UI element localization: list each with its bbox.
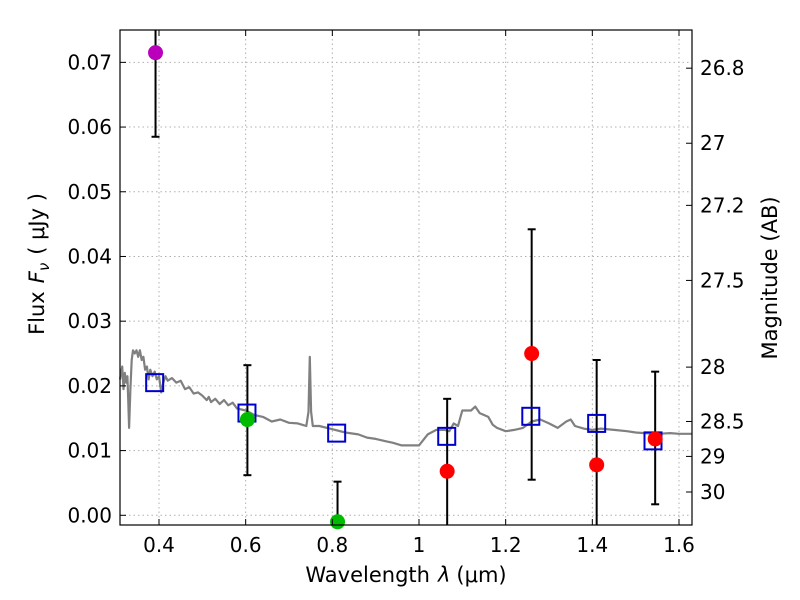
observed-point [239, 412, 255, 428]
model-spectrum-layer [118, 349, 692, 447]
y-tick-label: 0.06 [67, 115, 112, 139]
x-tick-label: 1.2 [490, 533, 522, 557]
model-spectrum-line [118, 349, 692, 447]
magnitude-tick-label: 28.5 [700, 409, 745, 433]
magnitude-tick-label: 28 [700, 355, 725, 379]
y-axis-label: FluxFν( μJy ) [25, 193, 53, 335]
magnitude-axis-label: Magnitude (AB) [758, 196, 782, 359]
magnitude-tick-label: 27 [700, 131, 725, 155]
x-tick-label: 1.6 [663, 533, 695, 557]
y-tick-label: 0.02 [67, 374, 112, 398]
observed-point [524, 346, 540, 362]
y-tick-label: 0.01 [67, 439, 112, 463]
magnitude-tick-label: 27.2 [700, 193, 745, 217]
model-photometry-square [521, 406, 541, 426]
magnitude-tick-label: 27.5 [700, 268, 745, 292]
observed-point [647, 431, 663, 447]
x-tick-label: 1 [413, 533, 426, 557]
y-axis-ticks: 0.00 0.01 0.02 0.03 0.04 0.05 0.06 0.07 [67, 50, 126, 527]
grid [120, 30, 692, 525]
magnitude-tick-label: 29 [700, 444, 725, 468]
y-tick-label: 0.05 [67, 180, 112, 204]
x-axis-ticks: 0.4 0.6 0.8 1 1.2 1.4 1.6 [143, 30, 695, 557]
x-tick-label: 0.8 [316, 533, 348, 557]
observed-points-layer [148, 45, 663, 530]
y-tick-label: 0.04 [67, 244, 112, 268]
model-photometry-square [587, 413, 607, 433]
observed-point [439, 463, 455, 479]
x-tick-label: 1.4 [576, 533, 608, 557]
x-tick-label: 0.6 [230, 533, 262, 557]
x-axis-label: Wavelength λ (μm) [305, 563, 506, 587]
y-tick-label: 0.07 [67, 50, 112, 74]
y-tick-label: 0.03 [67, 309, 112, 333]
magnitude-tick-label: 30 [700, 480, 725, 504]
observed-point [148, 45, 164, 61]
error-bars-layer [151, 30, 660, 525]
model-photometry-square [327, 423, 347, 443]
y-tick-label: 0.00 [67, 503, 112, 527]
model-photometry-square [145, 373, 165, 393]
model-photometry-square [437, 426, 457, 446]
magnitude-axis-ticks: 26.8 27 27.2 27.5 28 28.5 29 30 [686, 56, 745, 504]
x-tick-label: 0.4 [143, 533, 175, 557]
observed-point [589, 457, 605, 473]
model-photometry-layer [145, 373, 663, 451]
magnitude-tick-label: 26.8 [700, 56, 745, 80]
plot-frame [119, 29, 693, 526]
